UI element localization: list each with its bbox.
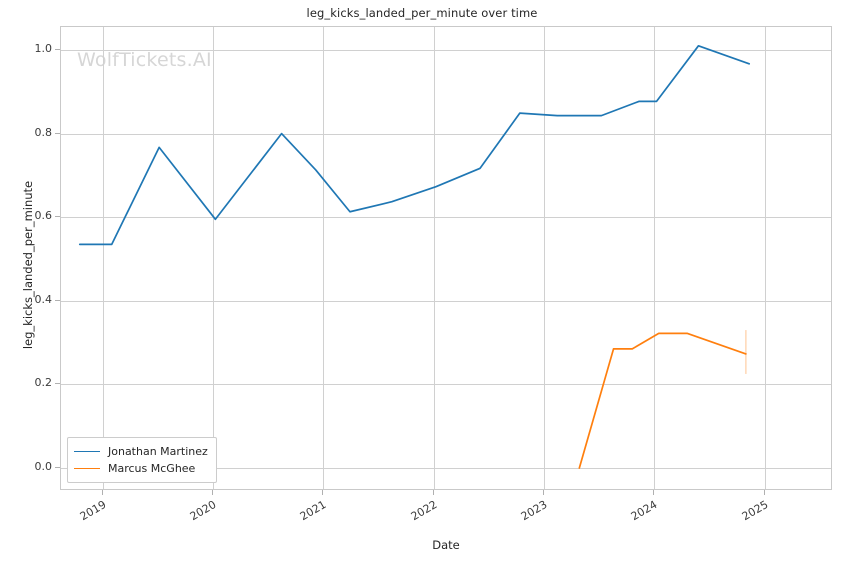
y-tick-mark bbox=[55, 383, 60, 385]
x-tick-label: 2021 bbox=[298, 498, 329, 524]
y-tick-label: 0.2 bbox=[34, 376, 53, 390]
gridline-vertical bbox=[433, 27, 435, 489]
series-layer bbox=[78, 44, 751, 469]
chart-legend[interactable]: Jonathan Martinez Marcus McGhee bbox=[67, 437, 217, 483]
legend-label: Marcus McGhee bbox=[108, 462, 196, 475]
y-tick-mark bbox=[55, 299, 60, 301]
gridline-vertical bbox=[213, 27, 215, 489]
gridline-horizontal bbox=[61, 384, 831, 386]
x-tick-mark bbox=[763, 490, 765, 495]
x-tick-label: 2023 bbox=[518, 498, 550, 524]
y-tick-label: 0.0 bbox=[34, 460, 53, 473]
legend-item[interactable]: Jonathan Martinez bbox=[74, 443, 208, 460]
gridline-horizontal bbox=[61, 133, 831, 135]
legend-color-swatch bbox=[74, 451, 100, 452]
gridline-vertical bbox=[764, 27, 766, 489]
x-tick-mark bbox=[543, 490, 545, 495]
y-tick-mark bbox=[55, 132, 60, 134]
gridline-horizontal bbox=[61, 300, 831, 302]
y-tick-label: 0.6 bbox=[34, 209, 53, 223]
x-tick-label: 2022 bbox=[408, 498, 440, 524]
y-tick-label: 1.0 bbox=[34, 41, 53, 55]
x-tick-label: 2024 bbox=[629, 498, 660, 524]
y-tick-mark bbox=[55, 467, 60, 468]
legend-item[interactable]: Marcus McGhee bbox=[74, 460, 208, 477]
x-tick-label: 2019 bbox=[77, 498, 109, 524]
chart-title: leg_kicks_landed_per_minute over time bbox=[306, 6, 538, 20]
gridline-horizontal bbox=[61, 217, 831, 219]
series-line-2 bbox=[578, 332, 747, 469]
gridline-horizontal bbox=[61, 468, 831, 469]
x-tick-label: 2020 bbox=[187, 498, 219, 524]
watermark: WolfTickets.AI bbox=[77, 49, 212, 71]
gridline-vertical bbox=[323, 27, 325, 489]
y-tick-mark bbox=[55, 216, 60, 218]
y-tick-label: 0.4 bbox=[34, 292, 53, 306]
gridline-horizontal bbox=[61, 49, 831, 51]
gridline-vertical bbox=[654, 27, 656, 489]
legend-color-swatch bbox=[74, 468, 100, 469]
x-axis-label: Date bbox=[432, 538, 460, 552]
x-tick-mark bbox=[101, 490, 103, 495]
gridline-vertical bbox=[102, 27, 104, 489]
x-tick-mark bbox=[212, 490, 214, 495]
x-tick-mark bbox=[322, 490, 324, 495]
y-axis-label: leg_kicks_landed_per_minute bbox=[21, 180, 35, 350]
gridline-vertical bbox=[544, 27, 546, 489]
legend-label: Jonathan Martinez bbox=[108, 445, 208, 458]
x-tick-label: 2025 bbox=[739, 498, 771, 524]
series-line-1 bbox=[78, 44, 751, 246]
x-tick-mark bbox=[653, 490, 655, 495]
y-tick-mark bbox=[55, 48, 60, 50]
x-tick-mark bbox=[432, 490, 434, 495]
y-tick-label: 0.8 bbox=[34, 125, 53, 139]
plot-area: WolfTickets.AI bbox=[60, 26, 832, 490]
